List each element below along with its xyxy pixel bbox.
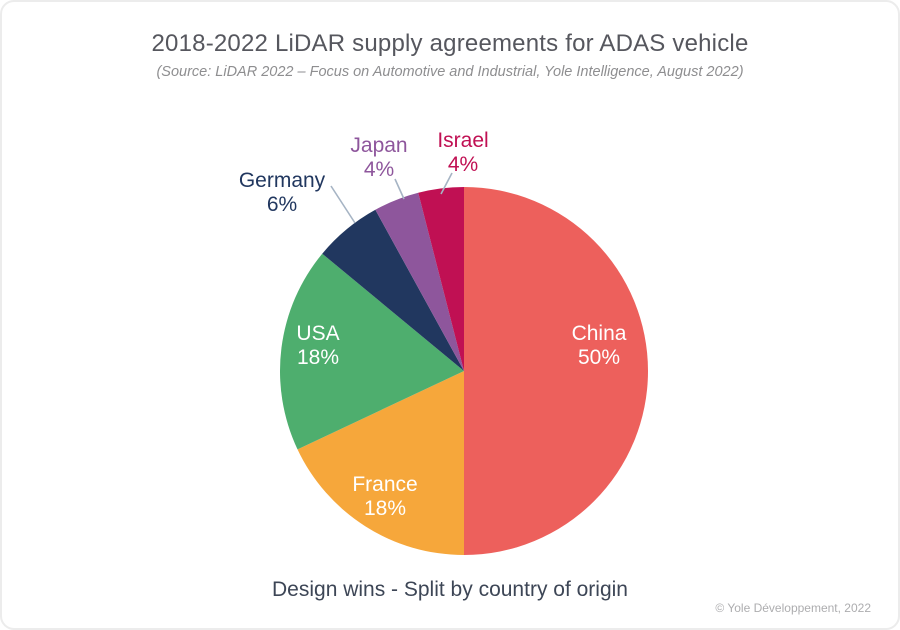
pie-slice-japan <box>375 192 464 371</box>
pie-slice-france <box>297 371 464 556</box>
pie-slice-germany <box>322 209 464 371</box>
chart-caption: Design wins - Split by country of origin <box>272 578 628 601</box>
chart-source-subtitle: (Source: LiDAR 2022 – Focus on Automotiv… <box>156 64 744 80</box>
pie-slice-israel <box>418 186 464 371</box>
copyright-notice: © Yole Développement, 2022 <box>715 601 871 615</box>
chart-title: 2018-2022 LiDAR supply agreements for AD… <box>151 30 749 57</box>
leader-line-japan <box>394 178 405 200</box>
leader-line-israel <box>440 172 453 195</box>
pie-slice-usa <box>280 253 464 450</box>
leader-line-germany <box>330 185 356 224</box>
pie-slice-china <box>464 187 648 555</box>
